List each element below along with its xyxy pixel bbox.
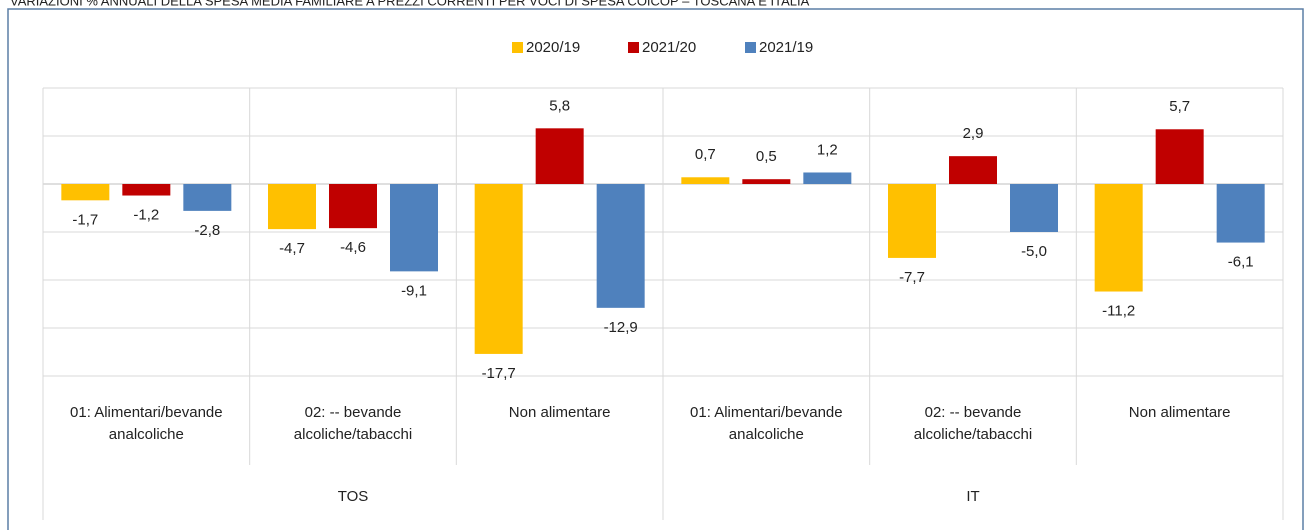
bar [949,156,997,184]
value-label: -5,0 [1021,243,1047,260]
x-tick-label: 01: Alimentari/bevande analcoliche [690,404,843,443]
value-label: 0,5 [756,148,777,165]
bar [474,184,523,354]
bar [122,184,171,196]
bar [1010,184,1058,232]
value-label: -1,2 [133,206,159,223]
value-label: 5,8 [549,97,570,114]
group-label: TOS [338,488,369,505]
bar [1094,184,1143,292]
value-label: 5,7 [1169,98,1190,115]
value-label: -12,9 [604,319,638,336]
value-label: -2,8 [194,222,220,239]
bar [329,184,377,229]
bar [183,184,232,211]
legend-label: 2020/19 [526,39,580,56]
bar [681,177,730,184]
bar [596,184,645,308]
value-label: -11,2 [1102,302,1135,319]
x-tick-label: 01: Alimentari/bevande analcoliche [70,404,223,443]
value-label: 2,9 [963,125,984,142]
x-tick-label: Non alimentare [508,404,611,421]
legend-swatch [512,42,523,53]
value-label: -7,7 [899,269,925,286]
value-label: 1,2 [817,141,838,158]
legend-label: 2021/20 [642,39,696,56]
bar [1216,184,1265,243]
value-label: -17,7 [482,365,516,382]
value-label: -6,1 [1228,254,1254,271]
value-label: -9,1 [401,282,427,299]
value-label: 0,7 [695,146,716,163]
x-tick-label: 02: -- bevande alcoliche/tabacchi [293,404,413,443]
value-label: -4,6 [340,239,366,256]
x-tick-label: Non alimentare [1128,404,1231,421]
bar [742,179,791,184]
bar [268,184,316,230]
legend-swatch [745,42,756,53]
value-label: -4,7 [279,240,305,257]
bar [61,184,110,201]
group-label: IT [966,488,979,505]
bar [535,128,584,184]
x-tick-label: 02: -- bevande alcoliche/tabacchi [913,404,1033,443]
bar [390,184,438,272]
legend-swatch [628,42,639,53]
bar [888,184,936,258]
value-label: -1,7 [72,211,98,228]
frame [7,8,1304,530]
bar [1155,129,1204,184]
chart-title: VARIAZIONI % ANNUALI DELLA SPESA MEDIA F… [10,0,810,8]
legend-label: 2021/19 [759,39,813,56]
bar [803,172,852,184]
